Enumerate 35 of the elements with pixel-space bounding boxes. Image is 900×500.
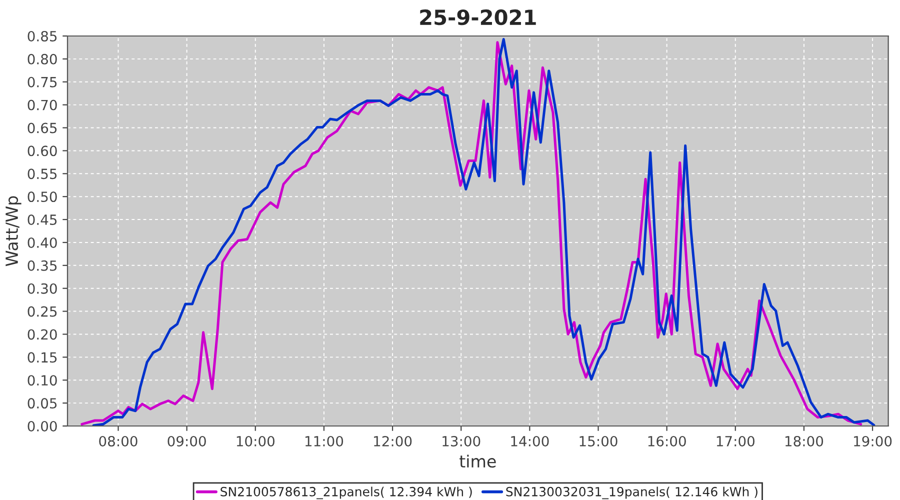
y-tick-label: 0.55: [28, 168, 57, 180]
y-tick-label: 0.20: [28, 329, 57, 340]
x-tick-label: 18:00: [785, 436, 824, 446]
x-tick-label: 16:00: [648, 436, 686, 446]
x-tick-label: 08:00: [99, 436, 138, 446]
y-tick-label: 0.65: [28, 122, 57, 134]
y-tick-label: 0.35: [28, 260, 57, 271]
legend-label: SN2130032031_19panels( 12.146 kWh ): [506, 486, 758, 500]
y-tick-label: 0.30: [28, 283, 57, 294]
x-tick-label: 12:00: [374, 436, 412, 446]
y-axis-title: Watt/Wp: [6, 196, 22, 266]
y-tick-label: 0.70: [28, 100, 57, 110]
y-tick-label: 0.10: [28, 375, 57, 386]
x-tick-label: 10:00: [236, 436, 274, 446]
y-tick-label: 0.50: [28, 192, 57, 202]
y-tick-label: 0.60: [28, 146, 57, 156]
x-tick-label: 09:00: [168, 436, 206, 446]
x-tick-label: 17:00: [716, 436, 754, 446]
y-tick-label: 0.80: [28, 54, 57, 64]
x-tick-label: 11:00: [305, 436, 344, 446]
y-tick-label: 0.40: [28, 237, 57, 248]
y-tick-label: 0.15: [28, 352, 57, 363]
y-tick-label: 0.75: [28, 76, 57, 88]
y-tick-label: 0.05: [28, 398, 57, 409]
chart-title: 25-9-2021: [420, 9, 536, 26]
x-tick-label: 15:00: [580, 436, 618, 446]
y-tick-label: 0.85: [28, 30, 57, 42]
x-axis-title: time: [460, 454, 496, 468]
x-tick-label: 13:00: [442, 436, 480, 446]
legend-label: SN2100578613_21panels( 12.394 kWh ): [220, 486, 472, 500]
y-tick-label: 0.00: [28, 420, 57, 432]
x-tick-label: 19:00: [854, 436, 892, 446]
y-tick-label: 0.45: [28, 214, 57, 226]
x-tick-label: 14:00: [511, 436, 549, 446]
y-tick-label: 0.25: [28, 306, 57, 317]
